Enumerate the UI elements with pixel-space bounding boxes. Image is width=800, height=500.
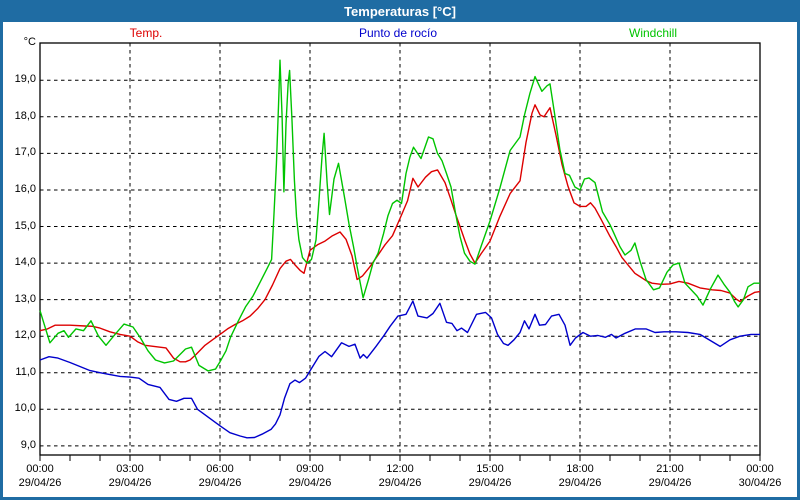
- series-line: [39, 59, 760, 372]
- x-tick-label: 21:00 29/04/26: [635, 462, 705, 490]
- legend-windchill: Windchill: [628, 26, 678, 40]
- x-tick-time: 18:00: [566, 463, 594, 475]
- x-tick-label: 12:00 29/04/26: [365, 462, 435, 490]
- x-tick-time: 06:00: [206, 463, 234, 475]
- x-tick-time: 00:00: [26, 463, 54, 475]
- y-tick-label: 9,0: [20, 438, 36, 451]
- series-line: [39, 104, 761, 363]
- series-line: [39, 300, 760, 439]
- y-tick-label: 12,0: [14, 329, 36, 342]
- window-title-bar[interactable]: Temperaturas [°C]: [0, 0, 800, 22]
- x-tick-label: 03:00 29/04/26: [95, 462, 165, 490]
- x-tick-date: 30/04/26: [738, 477, 782, 489]
- legend-dew-point: Punto de rocío: [358, 26, 438, 40]
- x-tick-date: 29/04/26: [468, 477, 512, 489]
- x-tick-date: 29/04/26: [378, 477, 422, 489]
- legend-temp: Temp.: [129, 26, 163, 40]
- x-tick-label: 15:00 29/04/26: [455, 462, 525, 490]
- y-tick-label: 14,0: [14, 256, 36, 269]
- x-tick-label: 09:00 29/04/26: [275, 462, 345, 490]
- y-tick-label: 18,0: [14, 109, 36, 122]
- x-tick-time: 00:00: [746, 463, 774, 475]
- x-tick-time: 12:00: [386, 463, 414, 475]
- window-title: Temperaturas [°C]: [344, 4, 456, 19]
- y-tick-label: 17,0: [14, 146, 36, 159]
- x-tick-date: 29/04/26: [108, 477, 152, 489]
- x-tick-date: 29/04/26: [198, 477, 242, 489]
- x-tick-time: 21:00: [656, 463, 684, 475]
- x-tick-time: 03:00: [116, 463, 144, 475]
- y-axis-unit-label: °C: [23, 36, 36, 48]
- x-tick-label: 18:00 29/04/26: [545, 462, 615, 490]
- y-tick-label: 13,0: [14, 292, 36, 305]
- x-tick-date: 29/04/26: [558, 477, 602, 489]
- y-tick-label: 11,0: [15, 365, 36, 378]
- x-tick-label: 00:00 29/04/26: [5, 462, 75, 490]
- y-tick-label: 16,0: [14, 182, 36, 195]
- y-tick-label: 19,0: [14, 73, 36, 86]
- x-tick-label: 06:00 29/04/26: [185, 462, 255, 490]
- plot-border: [39, 42, 761, 456]
- x-tick-time: 09:00: [296, 463, 324, 475]
- x-tick-date: 29/04/26: [18, 477, 62, 489]
- y-tick-label: 10,0: [14, 402, 36, 415]
- x-tick-date: 29/04/26: [648, 477, 692, 489]
- x-tick-time: 15:00: [476, 463, 504, 475]
- y-tick-label: 15,0: [14, 219, 36, 232]
- x-tick-date: 29/04/26: [288, 477, 332, 489]
- x-tick-label: 00:00 30/04/26: [725, 462, 795, 490]
